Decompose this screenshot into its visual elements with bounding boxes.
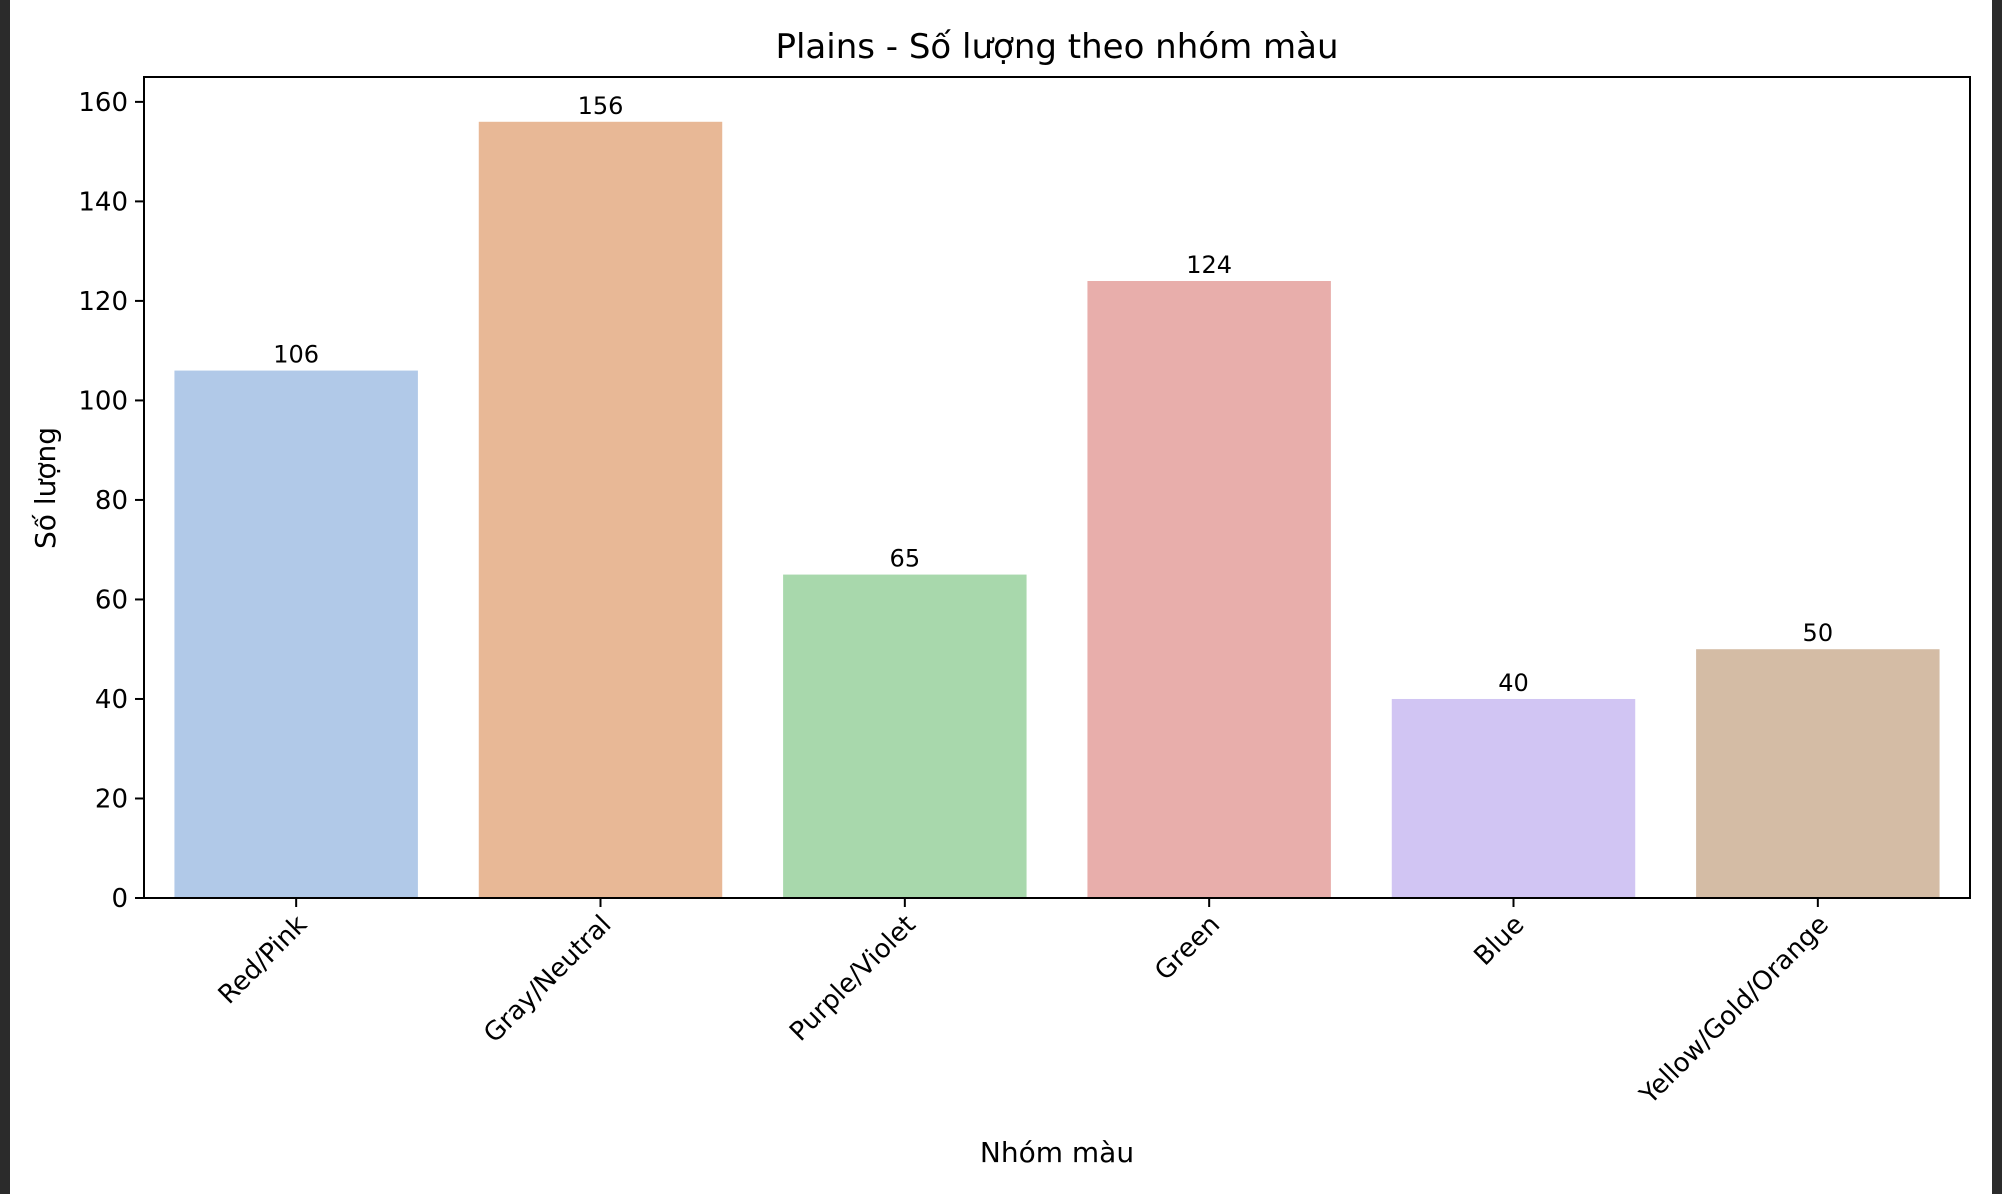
y-tick-label-2: 40 [95, 685, 128, 715]
data-label-0: 106 [273, 341, 319, 369]
data-label-2: 65 [890, 545, 921, 573]
y-axis: 0 20 40 60 80 100 120 140 160 [78, 88, 144, 914]
y-tick-label-5: 100 [78, 386, 128, 416]
y-tick-label-3: 60 [95, 585, 128, 615]
y-tick-label-6: 120 [78, 287, 128, 317]
data-label-4: 40 [1498, 669, 1529, 697]
y-tick-label-0: 0 [111, 884, 128, 914]
bar-4 [1391, 698, 1636, 898]
data-labels: 106 156 65 124 40 50 [273, 92, 1833, 697]
bar-2 [783, 574, 1027, 898]
x-tick-label-0: Red/Pink [213, 910, 313, 1010]
x-tick-label-2: Purple/Violet [784, 910, 922, 1048]
bar-1 [478, 121, 723, 899]
chart-title: Plains - Số lượng theo nhóm màu [775, 27, 1338, 67]
y-tick-label-4: 80 [95, 486, 128, 516]
left-window-edge [0, 0, 10, 1194]
x-axis-label: Nhóm màu [980, 1136, 1134, 1169]
bars-layer [174, 121, 1940, 899]
x-tick-label-4: Blue [1469, 910, 1531, 972]
bar-5 [1696, 649, 1940, 898]
data-label-3: 124 [1186, 251, 1232, 279]
y-tick-label-1: 20 [95, 784, 128, 814]
data-label-5: 50 [1803, 619, 1834, 647]
x-axis: Red/Pink Gray/Neutral Purple/Violet Green Bl… [213, 898, 1835, 1111]
y-tick-label-7: 140 [78, 187, 128, 217]
x-tick-label-5: Yellow/Gold/Orange [1634, 910, 1835, 1111]
right-window-edge [1992, 0, 2002, 1194]
y-axis-label: Số lượng [29, 427, 62, 549]
data-label-1: 156 [578, 92, 624, 120]
plot-frame [143, 76, 1971, 899]
bar-0 [174, 370, 418, 898]
y-tick-label-8: 160 [78, 88, 128, 118]
bar-3 [1087, 281, 1331, 898]
x-tick-label-3: Green [1149, 910, 1226, 987]
x-tick-label-1: Gray/Neutral [478, 910, 617, 1049]
